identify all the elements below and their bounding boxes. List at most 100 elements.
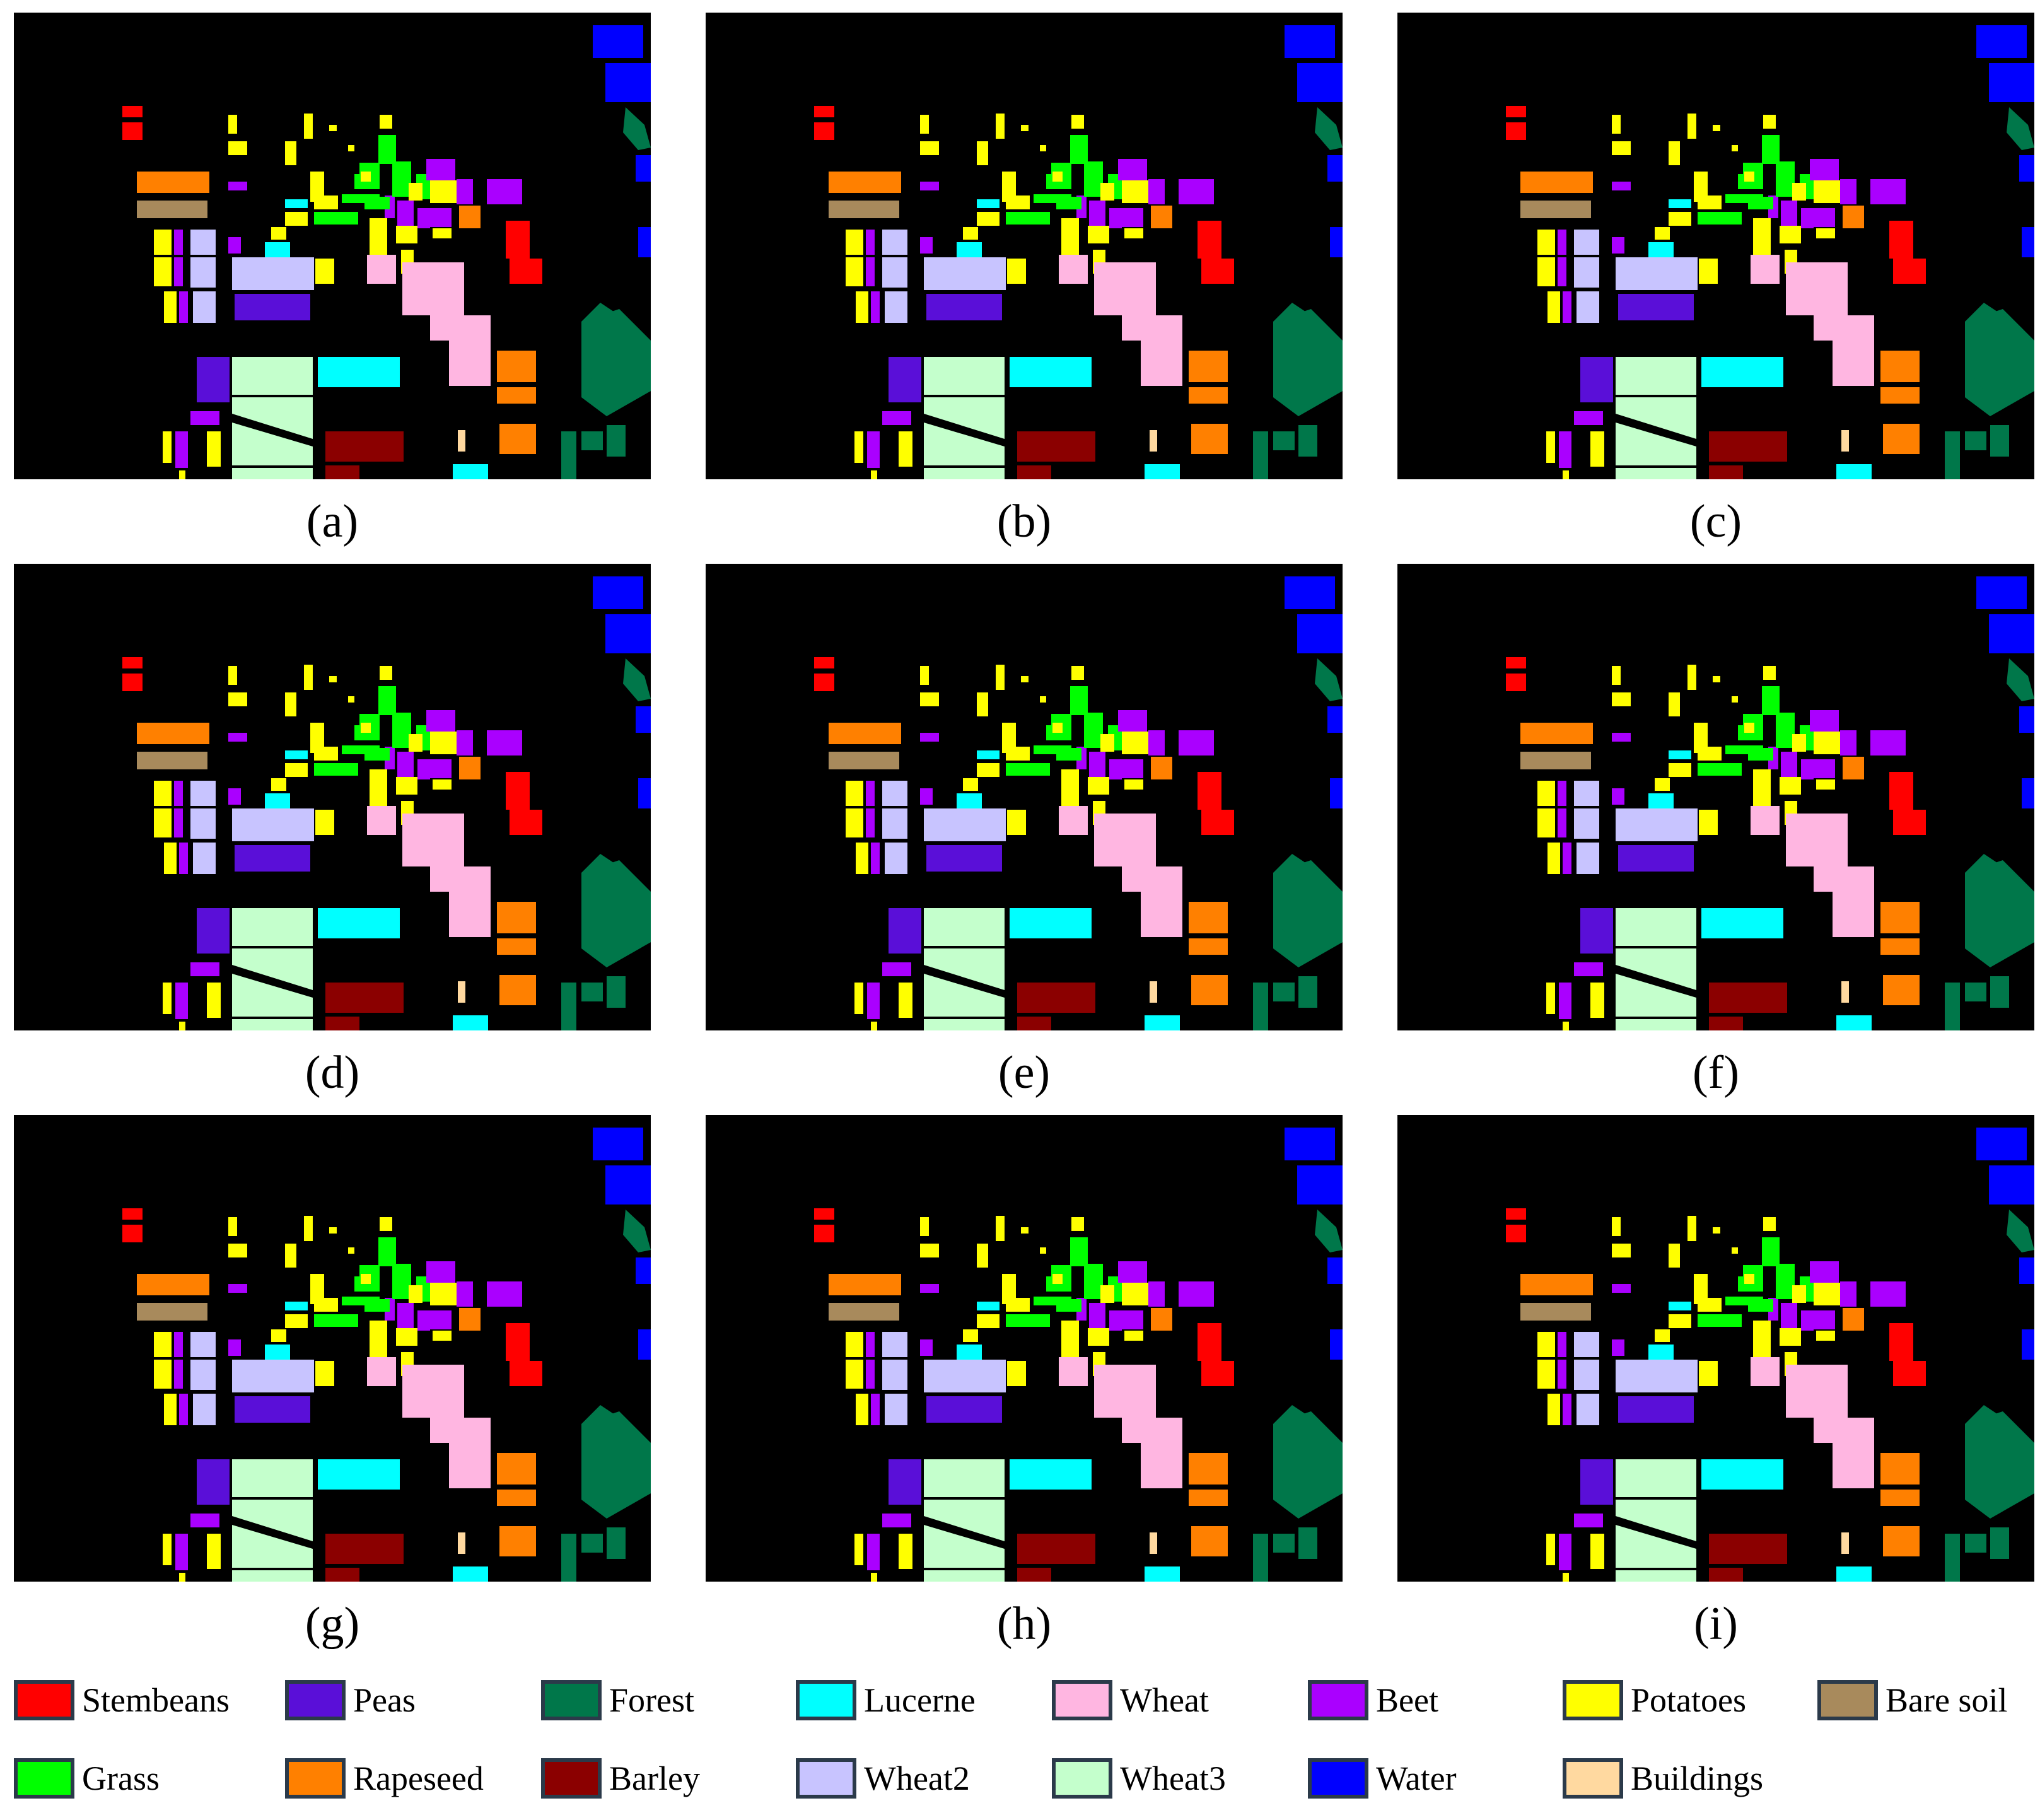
field-beet [1148,1281,1165,1307]
field-bare-soil [137,1303,207,1321]
field-potatoes [285,1314,308,1328]
field-beet [175,983,188,1019]
field-potatoes [1021,125,1029,131]
field-beet [174,1360,183,1389]
field-potatoes [271,227,286,240]
field-wheat2 [193,1394,216,1425]
field-beet [1801,1310,1814,1331]
field-potatoes [963,1329,978,1342]
field-stembeans [506,772,530,810]
field-water [1285,25,1335,58]
field-beet [1563,291,1571,323]
field-rapeseed [1880,938,1920,955]
field-beet [417,208,430,228]
map-road [924,1568,1005,1570]
field-lucerne [957,1345,982,1361]
field-rapeseed [1883,975,1920,1005]
field-grass [1006,763,1050,776]
field-forest [1298,425,1317,457]
field-potatoes [1669,212,1691,226]
field-rapeseed [1151,206,1172,228]
field-forest [1273,854,1343,955]
field-rapeseed [829,1274,901,1295]
field-beet [1810,159,1839,180]
field-potatoes [1537,781,1555,806]
field-stembeans [1893,810,1926,835]
field-potatoes [409,183,423,201]
field-stembeans [1198,1323,1221,1361]
legend-item-wheat: Wheat [1052,1675,1209,1725]
field-potatoes [430,1283,457,1305]
legend-label: Potatoes [1631,1681,1746,1719]
field-bare-soil [137,752,207,769]
field-grass [1056,197,1081,209]
map-road [1616,965,1696,998]
field-potatoes [396,1328,417,1346]
field-barley [325,983,404,1013]
legend-item-buildings: Buildings [1563,1753,1763,1804]
legend-item-barley: Barley [541,1753,700,1804]
field-rapeseed [1520,723,1593,744]
field-potatoes [1537,1332,1555,1357]
field-wheat [1141,315,1182,386]
field-potatoes [1713,676,1720,682]
field-potatoes [1763,1217,1776,1231]
field-potatoes [409,1285,423,1303]
field-rapeseed [499,424,536,454]
field-potatoes [179,1022,185,1030]
field-potatoes [1122,732,1148,754]
field-barley [325,1017,359,1030]
field-wheat [1094,1365,1156,1418]
field-wheat2 [190,781,216,806]
field-beet [174,257,183,286]
field-potatoes [854,431,863,463]
field-beet [1870,1281,1906,1307]
field-potatoes [996,1216,1005,1241]
field-beet [174,808,183,837]
field-forest [1990,976,2009,1008]
field-lucerne [1010,908,1092,938]
field-wheat [1094,814,1156,866]
field-water [593,25,643,58]
field-bare-soil [1520,201,1591,218]
field-barley [1709,1534,1787,1564]
field-beet [1118,710,1147,732]
field-potatoes [1100,1285,1114,1303]
field-potatoes [310,723,324,753]
field-beet [866,1332,875,1357]
legend-item-wheat3: Wheat3 [1052,1753,1226,1804]
field-stembeans [1506,657,1526,668]
field-stembeans [510,259,542,284]
field-wheat [1833,315,1874,386]
field-potatoes [1698,195,1722,209]
field-potatoes [348,696,354,703]
field-potatoes [1699,810,1718,835]
field-forest [1965,983,1986,1001]
field-potatoes [179,470,185,479]
map-background [14,13,651,479]
field-forest [1298,976,1317,1008]
field-stembeans [1889,772,1913,810]
legend-swatch [1563,1680,1623,1720]
field-rapeseed [459,757,481,779]
field-barley [1709,1017,1743,1030]
field-stembeans [1198,772,1221,810]
field-rapeseed [1191,1526,1228,1556]
legend-label: Rapeseed [353,1759,484,1797]
field-potatoes [1124,1331,1143,1341]
field-rapeseed [1880,351,1920,382]
field-beet [397,201,414,228]
field-water [2019,1257,2034,1284]
field-wheat2 [885,291,907,323]
field-potatoes [1537,257,1555,286]
field-potatoes [154,230,172,255]
field-beet [179,843,188,874]
field-potatoes [1061,769,1079,806]
field-barley [1017,1017,1051,1030]
field-stembeans [814,674,834,691]
legend-label: Stembeans [82,1681,230,1719]
classification-map [14,564,651,1030]
field-lucerne [1836,464,1872,479]
field-potatoes [1612,666,1621,685]
field-beet [866,808,875,837]
